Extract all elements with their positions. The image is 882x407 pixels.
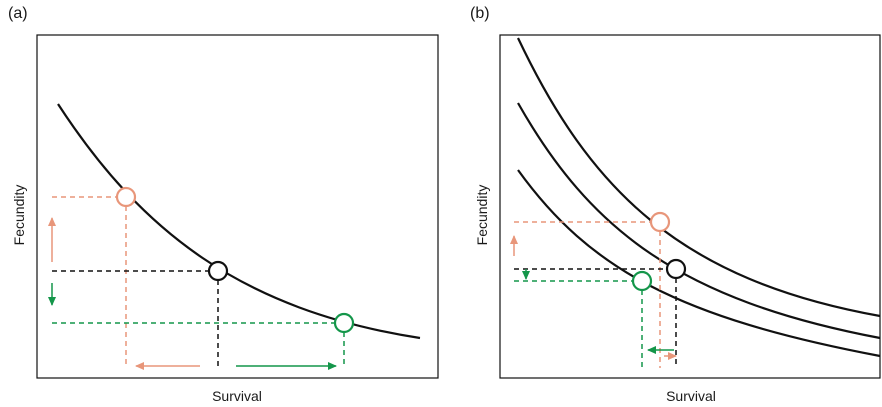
panel-a-x-axis-label: Survival [212, 388, 262, 404]
panel-a-black-point [207, 260, 229, 282]
panel-b-orange-point [649, 211, 671, 233]
panel-a-green-point [333, 312, 355, 334]
panel-b-tag: (b) [470, 5, 490, 22]
panel-a-frame [36, 34, 439, 379]
panel-b-y-axis-label: Fecundity [474, 185, 490, 246]
panel-b-frame [499, 34, 881, 379]
panel-b-curve-lower [517, 169, 881, 358]
panel-a-tradeoff-curve [57, 103, 421, 340]
panel-b: (b) Survival Fecundity [470, 5, 881, 404]
panel-b-curve-middle [517, 102, 881, 340]
panel-a-y-axis-label: Fecundity [11, 185, 27, 246]
panel-a-orange-point [115, 186, 137, 208]
panel-a-tag: (a) [8, 5, 28, 22]
panel-b-green-point [631, 270, 653, 292]
panel-b-x-axis-label: Survival [666, 388, 716, 404]
panel-b-black-point [665, 258, 687, 280]
panel-b-curve-upper [517, 37, 881, 318]
panel-a: (a) Survival Fecundity [8, 5, 439, 404]
